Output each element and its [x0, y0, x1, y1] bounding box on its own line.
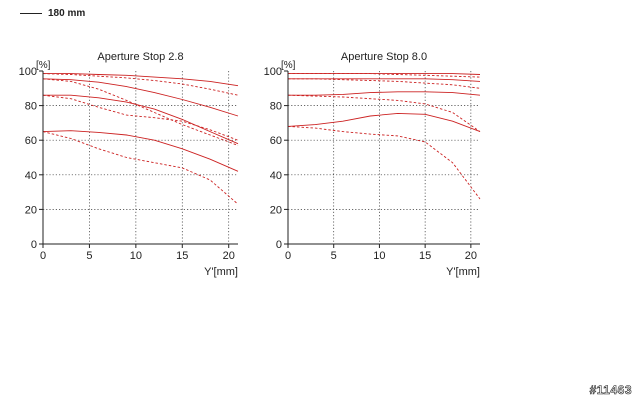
y-tick-label: 40 — [270, 170, 282, 182]
mtf-curve-solid — [43, 94, 239, 145]
mtf-curve-dashed — [42, 73, 239, 96]
y-tick-label: 100 — [19, 66, 37, 78]
legend-label: 180 mm — [48, 8, 86, 19]
y-tick-label: 0 — [31, 239, 37, 251]
mtf-curve-dashed — [42, 94, 239, 141]
watermark-id: #11463 — [589, 383, 632, 398]
mtf-chart-aperture-8-0: Aperture Stop 8.0 0 20 40 60 80 100 0 5 10 15 20 [%]… — [264, 51, 481, 278]
y-axis-label: [%] — [36, 60, 51, 71]
legend: 180 mm — [20, 8, 85, 19]
mtf-curve-dashed — [42, 131, 239, 205]
mtf-curve-dashed — [287, 94, 481, 132]
x-axis-label: Y'[mm] — [446, 266, 480, 278]
x-tick-label: 0 — [40, 250, 46, 262]
x-tick-label: 5 — [86, 250, 92, 262]
y-tick-label: 20 — [270, 204, 282, 216]
y-tick-label: 100 — [264, 66, 282, 78]
mtf-curve-dashed — [287, 125, 481, 200]
x-tick-label: 10 — [130, 250, 142, 262]
y-tick-label: 20 — [25, 204, 37, 216]
mtf-curve-solid — [42, 78, 239, 117]
y-tick-label: 80 — [25, 101, 37, 113]
chart-title: Aperture Stop 8.0 — [341, 51, 427, 63]
x-tick-label: 0 — [285, 250, 291, 262]
y-tick-label: 0 — [276, 239, 282, 251]
mtf-chart-aperture-2-8: Aperture Stop 2.8 0 20 40 60 80 100 0 5 10 15 20 [%]… — [19, 51, 239, 278]
mtf-curve-solid — [287, 112, 481, 133]
y-tick-label: 60 — [25, 135, 37, 147]
mtf-curve-solid — [288, 91, 481, 96]
x-tick-label: 20 — [465, 250, 477, 262]
x-tick-label: 15 — [176, 250, 188, 262]
x-tick-label: 5 — [331, 250, 337, 262]
chart-title: Aperture Stop 2.8 — [97, 51, 183, 63]
mtf-curve-solid — [43, 73, 239, 87]
x-tick-label: 20 — [223, 250, 235, 262]
mtf-curve-dashed — [288, 78, 481, 89]
legend-line-swatch — [20, 13, 42, 14]
x-tick-label: 10 — [373, 250, 385, 262]
y-tick-label: 80 — [270, 101, 282, 113]
mtf-curve-dashed — [42, 78, 239, 146]
mtf-curve-solid — [42, 130, 239, 172]
mtf-curve-dashed — [288, 73, 481, 78]
y-tick-label: 60 — [270, 135, 282, 147]
x-axis-label: Y'[mm] — [204, 266, 238, 278]
y-tick-label: 40 — [25, 170, 37, 182]
x-tick-label: 15 — [419, 250, 431, 262]
y-axis-label: [%] — [281, 60, 296, 71]
